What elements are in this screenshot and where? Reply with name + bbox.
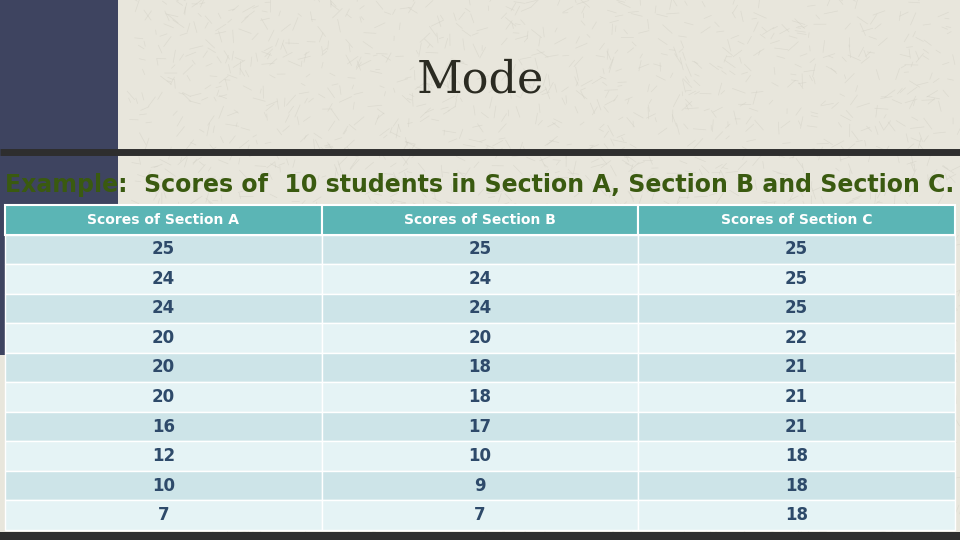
Text: 18: 18: [468, 359, 492, 376]
Text: 18: 18: [468, 388, 492, 406]
Bar: [638, 294, 955, 323]
Bar: [638, 412, 955, 441]
Bar: [5, 501, 322, 530]
Text: 9: 9: [474, 477, 486, 495]
Bar: [5, 353, 322, 382]
Bar: [638, 471, 955, 501]
Bar: [322, 412, 638, 441]
Text: Mode: Mode: [417, 58, 543, 102]
Bar: [322, 471, 638, 501]
Text: 7: 7: [474, 506, 486, 524]
Bar: [638, 501, 955, 530]
Text: 7: 7: [157, 506, 169, 524]
Bar: [0, 532, 960, 540]
Bar: [322, 205, 638, 234]
Bar: [638, 382, 955, 412]
Bar: [5, 234, 322, 264]
Text: 24: 24: [468, 299, 492, 318]
Text: 21: 21: [785, 388, 808, 406]
Bar: [322, 294, 638, 323]
Bar: [322, 323, 638, 353]
Text: 21: 21: [785, 417, 808, 436]
Bar: [5, 294, 322, 323]
Text: 24: 24: [468, 270, 492, 288]
Text: 18: 18: [785, 477, 808, 495]
Text: Example:  Scores of  10 students in Section A, Section B and Section C.: Example: Scores of 10 students in Sectio…: [5, 173, 954, 197]
Text: 25: 25: [468, 240, 492, 258]
Text: Scores of Section A: Scores of Section A: [87, 213, 239, 227]
Bar: [322, 353, 638, 382]
Text: 25: 25: [785, 299, 808, 318]
Text: 25: 25: [785, 240, 808, 258]
Text: 18: 18: [785, 506, 808, 524]
Bar: [638, 323, 955, 353]
Text: 18: 18: [785, 447, 808, 465]
Bar: [322, 441, 638, 471]
Bar: [322, 382, 638, 412]
Bar: [5, 412, 322, 441]
Text: 24: 24: [152, 270, 175, 288]
Bar: [638, 264, 955, 294]
Text: 25: 25: [785, 270, 808, 288]
Text: 10: 10: [152, 477, 175, 495]
Text: 20: 20: [152, 388, 175, 406]
Text: 12: 12: [152, 447, 175, 465]
Bar: [638, 353, 955, 382]
Bar: [5, 264, 322, 294]
Bar: [322, 501, 638, 530]
Text: 25: 25: [152, 240, 175, 258]
Text: 21: 21: [785, 359, 808, 376]
Bar: [322, 264, 638, 294]
Bar: [322, 234, 638, 264]
Bar: [0, 0, 118, 355]
Bar: [5, 205, 322, 234]
Bar: [5, 382, 322, 412]
Bar: [638, 234, 955, 264]
Bar: [5, 471, 322, 501]
Bar: [5, 323, 322, 353]
Text: 10: 10: [468, 447, 492, 465]
Text: 24: 24: [152, 299, 175, 318]
Text: Scores of Section C: Scores of Section C: [721, 213, 873, 227]
Text: 17: 17: [468, 417, 492, 436]
Text: 22: 22: [785, 329, 808, 347]
Text: 20: 20: [152, 329, 175, 347]
Text: 16: 16: [152, 417, 175, 436]
Bar: [638, 205, 955, 234]
Text: 20: 20: [152, 359, 175, 376]
Bar: [638, 441, 955, 471]
Text: 20: 20: [468, 329, 492, 347]
Bar: [5, 441, 322, 471]
Text: Scores of Section B: Scores of Section B: [404, 213, 556, 227]
